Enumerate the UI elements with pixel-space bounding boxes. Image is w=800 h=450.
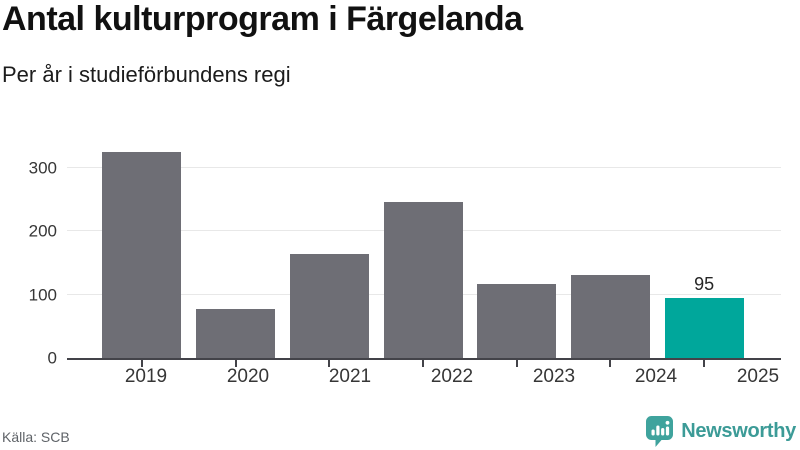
- bar-slot: 95: [657, 130, 751, 367]
- y-axis: 0 100 200 300: [0, 130, 57, 367]
- x-axis: 2019 2020 2021 2022 2023 2024 2025: [67, 366, 800, 388]
- y-tick-label: 200: [28, 221, 57, 241]
- bar-2020: [196, 309, 276, 358]
- bar-2019: [102, 152, 182, 358]
- x-tick: [422, 360, 425, 367]
- bar-slot: [470, 130, 564, 367]
- gridline: [67, 167, 781, 168]
- x-tick: [609, 360, 612, 367]
- x-tick-label: 2023: [532, 366, 576, 387]
- bar-chart-plot-area: 95: [67, 130, 781, 367]
- x-tick-label: 2020: [226, 366, 270, 387]
- x-tick-label: 2019: [124, 366, 168, 387]
- bar-2021: [289, 254, 369, 358]
- x-tick-label: 2024: [634, 366, 678, 387]
- x-tick: [234, 360, 237, 367]
- bar-slot: [564, 130, 658, 367]
- newsworthy-logo: Newsworthy: [645, 414, 796, 448]
- x-tick: [140, 360, 143, 367]
- x-tick: [515, 360, 518, 367]
- x-tick-label: 2021: [328, 366, 372, 387]
- x-tick-label: 2025: [736, 366, 780, 387]
- y-tick-label: 100: [28, 285, 57, 305]
- bar-2025: [664, 297, 744, 358]
- x-tick: [328, 360, 331, 367]
- newsworthy-wordmark: Newsworthy: [681, 419, 796, 442]
- bar-slot: [282, 130, 376, 367]
- chart-title: Antal kulturprogram i Färgelanda: [2, 0, 523, 38]
- source-label: Källa: SCB: [2, 429, 70, 445]
- x-tick-label: 2022: [430, 366, 474, 387]
- newsworthy-logo-icon: [646, 415, 674, 447]
- bar-value-label: 95: [694, 273, 715, 294]
- bar-slot: [189, 130, 283, 367]
- chart-subtitle: Per år i studieförbundens regi: [2, 62, 291, 87]
- bar-slot: [95, 130, 189, 367]
- x-tick: [703, 360, 706, 367]
- bar-2023: [477, 283, 557, 358]
- bars-container: 95: [67, 130, 781, 367]
- y-tick-label: 0: [47, 348, 57, 368]
- y-tick-label: 300: [28, 158, 57, 178]
- bar-2024: [570, 275, 650, 358]
- bar-2022: [383, 202, 463, 358]
- bar-slot: [376, 130, 470, 367]
